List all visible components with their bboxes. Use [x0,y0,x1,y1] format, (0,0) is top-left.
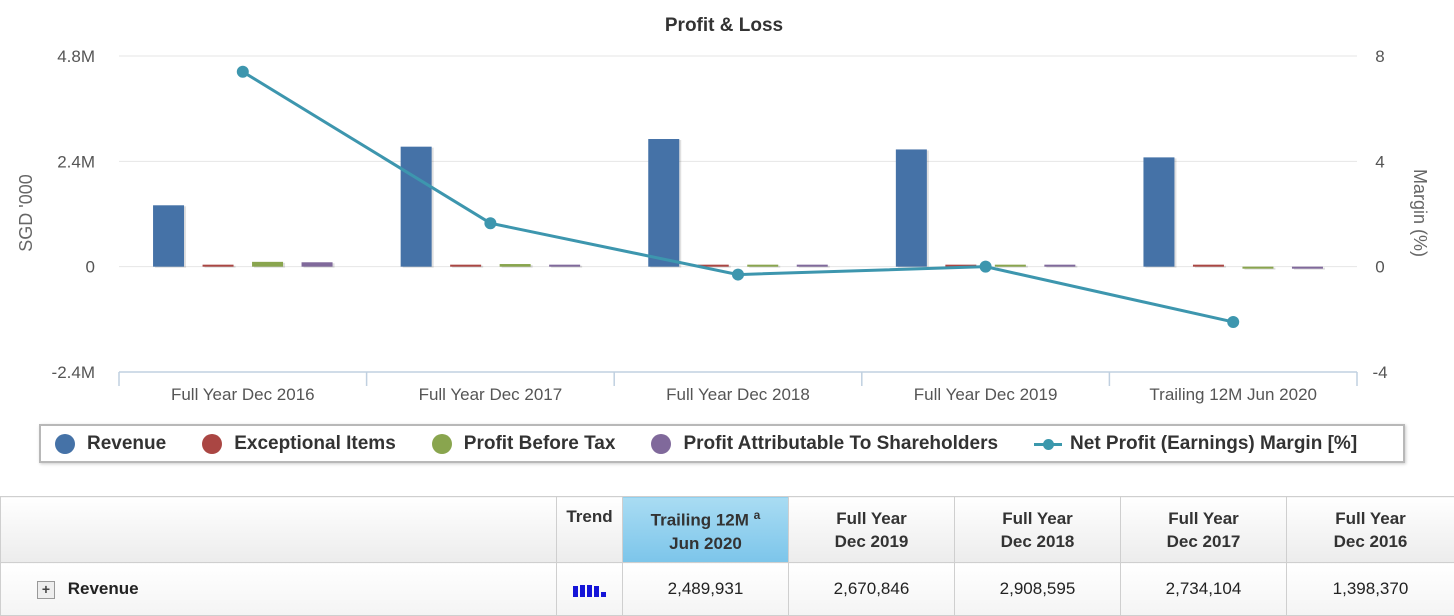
bar [648,139,680,267]
legend-label: Revenue [87,432,167,454]
margin-line [242,70,1234,324]
bar [1291,266,1323,269]
value-cell: 1,398,370 [1286,562,1454,616]
legend-label: Net Profit (Earnings) Margin [%] [1070,432,1358,454]
legend-item-profit-attributable[interactable]: Profit Attributable To Shareholders [651,433,998,455]
bar [796,264,828,267]
legend-label: Profit Before Tax [463,432,616,454]
x-tick-label: Full Year Dec 2016 [171,385,315,404]
y-tick-label: 0 [86,258,95,277]
margin-line-series [236,65,1240,328]
bar [301,262,333,267]
margin-point [979,260,992,273]
header-line1: Full Year [836,508,907,528]
header-fy-2019[interactable]: Full Year Dec 2019 [788,496,955,563]
expand-plus-icon[interactable]: + [37,580,55,599]
y-axis-right: 8 4 0 -4 [1372,47,1387,382]
header-line2: Dec 2019 [834,531,909,551]
legend-label: Profit Attributable To Shareholders [683,432,999,454]
header-line2: Dec 2017 [1166,531,1241,551]
header-line1: Trailing 12M [650,510,749,530]
row-label-text: Revenue [67,579,139,598]
header-fy-2017[interactable]: Full Year Dec 2017 [1120,496,1287,563]
value-cell: 2,734,104 [1120,562,1287,616]
x-tick-label: Full Year Dec 2019 [914,385,1058,404]
bar [697,264,729,267]
bar [450,264,482,267]
header-line2: Jun 2020 [669,533,742,553]
row-label-revenue[interactable]: + Revenue [0,562,557,616]
margin-point [484,217,497,230]
bar [1192,264,1224,267]
y-tick-label: 4.8M [57,47,95,66]
value-cell: 2,670,846 [788,562,955,616]
net-margin-line-swatch-icon [1034,434,1063,454]
bar [153,205,185,267]
legend-label: Exceptional Items [234,432,396,454]
margin-point [1227,315,1240,328]
header-trend: Trend [556,496,623,563]
bar [945,264,977,267]
legend-item-profit-before-tax[interactable]: Profit Before Tax [431,432,616,455]
legend-item-net-profit-margin[interactable]: Net Profit (Earnings) Margin [%] [1034,433,1357,455]
x-axis: Full Year Dec 2016 Full Year Dec 2017 Full… [118,371,1358,404]
margin-point [732,268,744,281]
table-header-row: Trend Trailing 12M a Jun 2020 Full Year … [0,496,1454,563]
y-axis-right-label: Margin (%) [1410,169,1430,257]
legend-item-revenue[interactable]: Revenue [55,433,166,455]
revenue-swatch-icon [55,433,75,454]
trend-bars-icon[interactable] [573,583,606,597]
header-line2: Dec 2016 [1333,531,1408,551]
bar [1242,266,1274,269]
value-cell: 2,908,595 [954,562,1121,616]
bar [499,264,531,267]
legend-item-exceptional-items[interactable]: Exceptional Items [202,433,396,455]
bar [400,146,432,267]
exceptional-items-swatch-icon [202,433,223,454]
bar [747,264,779,267]
y-axis-left-label: SGD '000 [16,174,36,251]
bar [1143,157,1175,267]
header-fy-2016[interactable]: Full Year Dec 2016 [1286,496,1454,563]
header-line2: Dec 2018 [1000,531,1075,551]
trend-cell[interactable] [556,562,623,616]
bar [895,149,927,267]
y2-tick-label: 0 [1375,258,1384,277]
bar [252,261,284,267]
profit-loss-chart: Profit & Loss 4.8M 2.4M 0 -2.4M 8 4 0 -4 SGD '… [16,15,1430,404]
header-label-column [0,496,557,563]
y-tick-label: 2.4M [57,152,95,171]
y2-tick-label: -4 [1372,363,1387,382]
x-tick-label: Full Year Dec 2018 [666,385,810,404]
bar [1044,264,1076,267]
table-row: + Revenue 2,489,931 2,670,846 2,908,595 … [0,562,1454,616]
financials-table: Trend Trailing 12M a Jun 2020 Full Year … [0,496,1454,616]
bar [549,264,581,267]
bar [202,264,234,267]
chart-title: Profit & Loss [665,15,783,36]
profit-attributable-swatch-icon [651,433,672,454]
profit-before-tax-swatch-icon [431,433,452,454]
header-trailing-12m[interactable]: Trailing 12M a Jun 2020 [622,496,789,563]
header-fy-2018[interactable]: Full Year Dec 2018 [954,496,1121,563]
bar [994,264,1026,267]
header-line1: Full Year [1002,508,1073,528]
margin-point [236,65,249,78]
x-tick-label: Trailing 12M Jun 2020 [1149,385,1317,404]
footnote-marker: a [753,508,761,523]
y2-tick-label: 4 [1375,152,1384,171]
y-axis-left: 4.8M 2.4M 0 -2.4M [52,47,95,382]
y-tick-label: -2.4M [52,363,95,382]
y2-tick-label: 8 [1375,47,1384,66]
x-tick-label: Full Year Dec 2017 [419,385,563,404]
header-line1: Full Year [1168,508,1239,528]
value-cell: 2,489,931 [622,562,789,616]
chart-legend: Revenue Exceptional Items Profit Before … [39,424,1405,463]
bar-series [153,139,1325,270]
header-line1: Full Year [1335,508,1406,528]
